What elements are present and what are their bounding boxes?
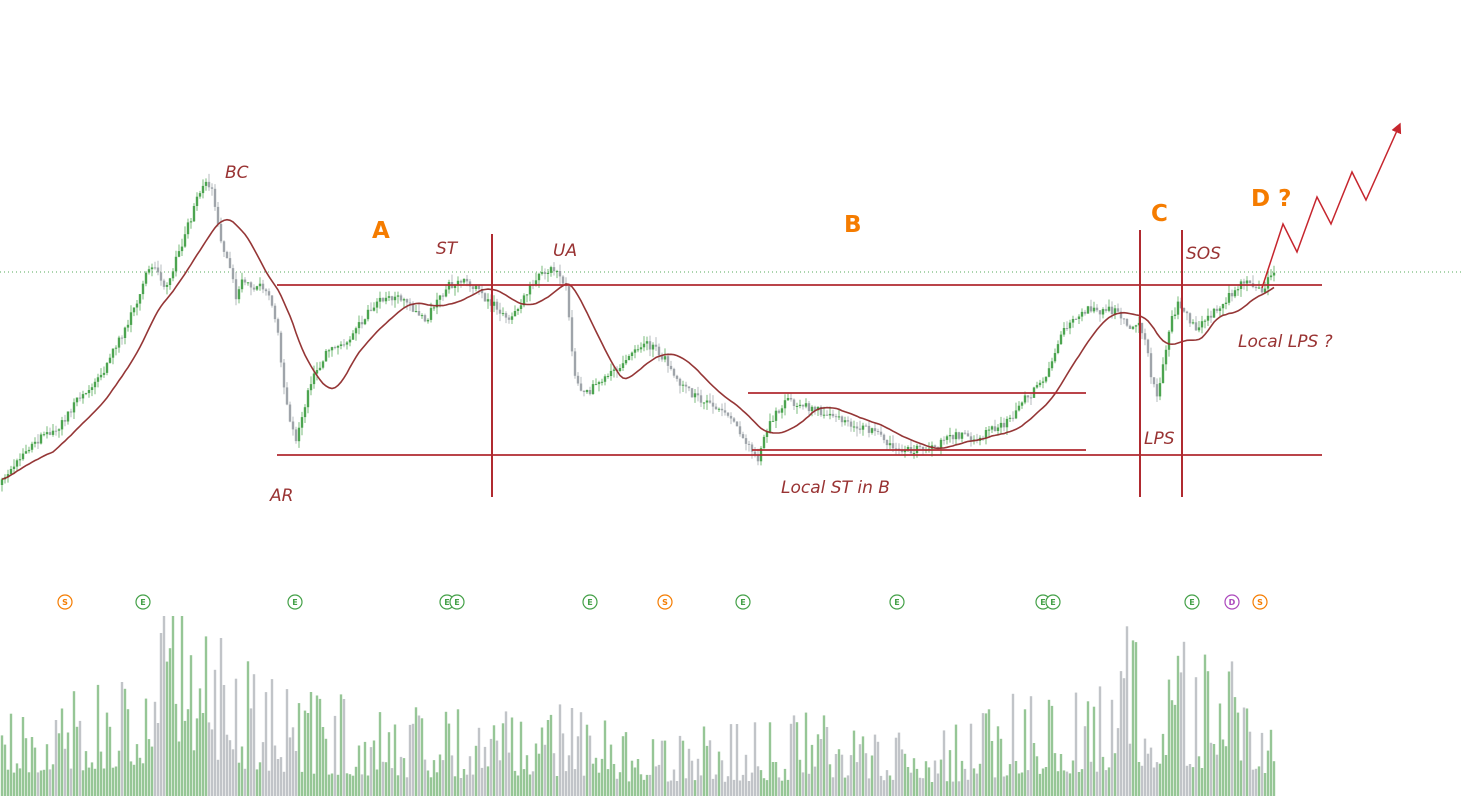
event-marker-letter: E [444, 598, 449, 607]
event-marker-letter: E [454, 598, 459, 607]
phase-label[interactable]: D ? [1251, 186, 1291, 212]
event-marker-earnings[interactable]: E [135, 594, 151, 610]
event-marker-letter: E [1050, 598, 1055, 607]
wyckoff-event-label[interactable]: SOS [1186, 244, 1221, 264]
drawing-lines [277, 230, 1322, 497]
event-marker-letter: E [1040, 598, 1045, 607]
wyckoff-event-label[interactable]: BC [225, 163, 249, 183]
event-marker-split[interactable]: S [57, 594, 73, 610]
event-marker-split[interactable]: S [657, 594, 673, 610]
event-marker-letter: E [140, 598, 145, 607]
wyckoff-event-label[interactable]: LPS [1144, 429, 1175, 449]
event-marker-earnings[interactable]: E [1184, 594, 1200, 610]
wyckoff-event-label[interactable]: ST [436, 239, 459, 259]
wyckoff-event-label[interactable]: UA [553, 241, 577, 261]
event-marker-letter: S [662, 598, 668, 607]
phase-label[interactable]: C [1151, 201, 1168, 227]
projection-arrow [1261, 122, 1402, 289]
event-marker-letter: E [1189, 598, 1194, 607]
event-marker-letter: E [894, 598, 899, 607]
event-marker-earnings[interactable]: E [735, 594, 751, 610]
moving-average-line [1, 218, 1275, 481]
volume-series [0, 616, 1276, 796]
event-marker-letter: S [1257, 598, 1263, 607]
event-marker-letter: E [740, 598, 745, 607]
event-marker-letter: E [587, 598, 592, 607]
event-marker-earnings[interactable]: E [287, 594, 303, 610]
event-marker-split[interactable]: S [1252, 594, 1268, 610]
event-marker-letter: D [1229, 598, 1236, 607]
wyckoff-event-label[interactable]: Local ST in B [781, 478, 890, 498]
moving-average-path [1, 218, 1275, 481]
event-marker-earnings[interactable]: E [889, 594, 905, 610]
phase-label[interactable]: A [372, 218, 390, 244]
wyckoff-event-label[interactable]: Local LPS ? [1238, 332, 1333, 352]
wyckoff-event-label[interactable]: AR [269, 486, 293, 506]
zigzag-projection-arrow[interactable] [1261, 122, 1402, 289]
event-marker-letter: E [292, 598, 297, 607]
candlestick-series [0, 173, 1276, 492]
event-marker-earnings[interactable]: E [582, 594, 598, 610]
phase-label[interactable]: B [844, 212, 862, 238]
event-marker-letter: S [62, 598, 68, 607]
event-marker-dividend[interactable]: D [1224, 594, 1240, 610]
